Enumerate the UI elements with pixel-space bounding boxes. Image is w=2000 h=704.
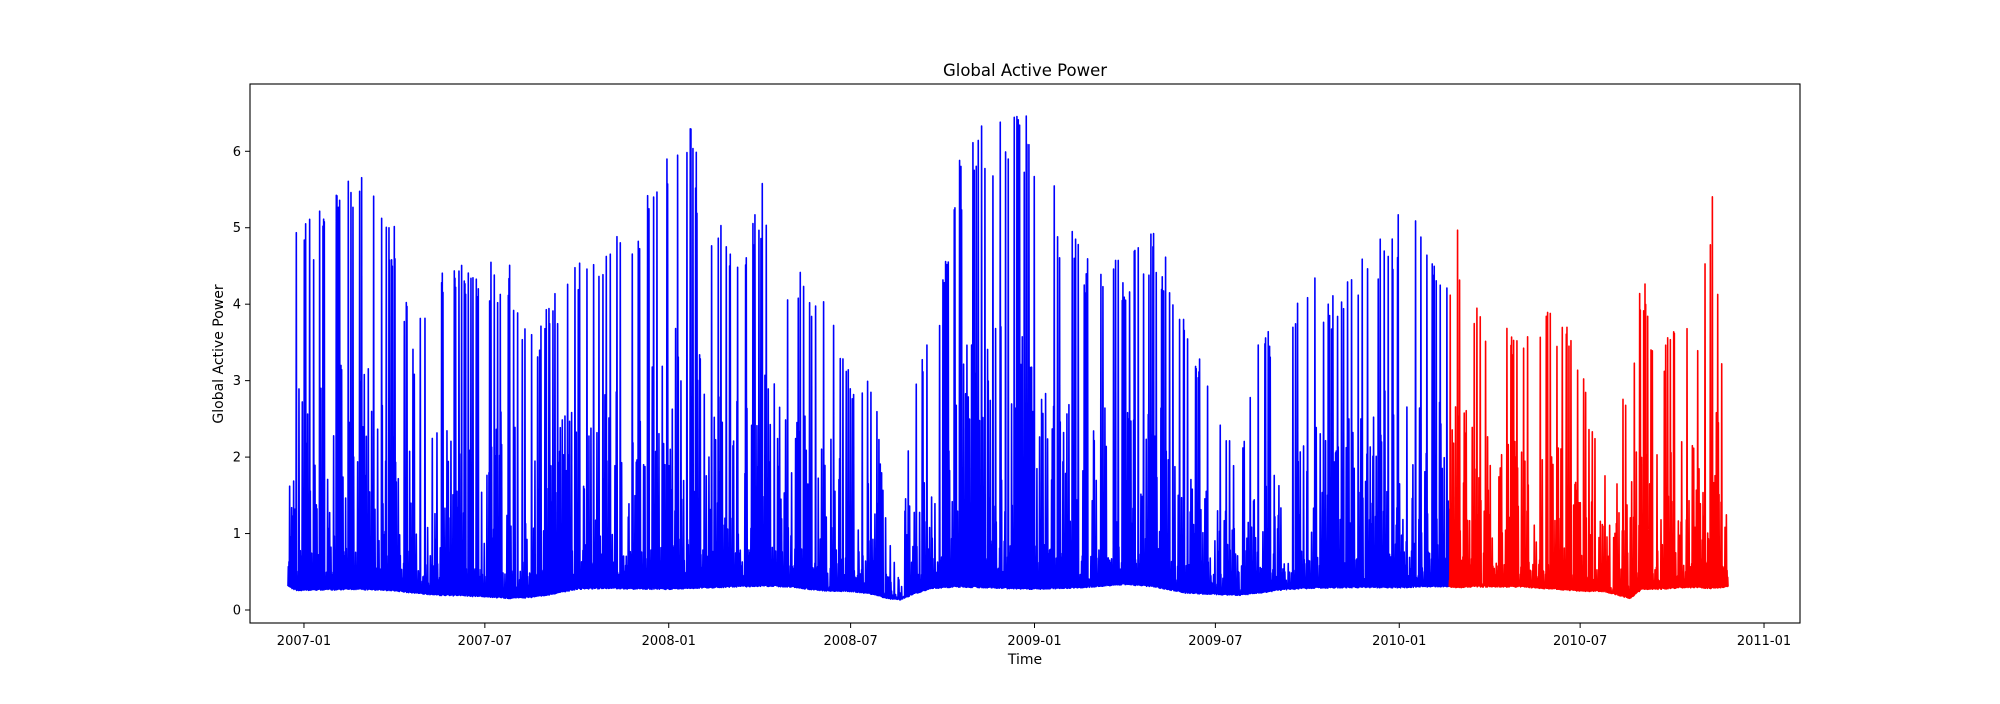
x-tick-label: 2007-07 — [458, 634, 512, 649]
y-tick-label: 6 — [233, 145, 241, 160]
x-tick-label: 2008-01 — [642, 634, 696, 649]
x-tick-label: 2007-01 — [277, 634, 331, 649]
y-tick-label: 3 — [233, 374, 241, 389]
x-axis-label: Time — [1007, 652, 1042, 668]
x-tick-label: 2008-07 — [823, 634, 877, 649]
y-axis-ticks: 0 1 2 3 4 5 6 — [233, 145, 250, 619]
series-1-line — [1448, 196, 1729, 600]
y-axis-label: Global Active Power — [211, 284, 227, 423]
x-tick-label: 2010-07 — [1553, 634, 1607, 649]
y-tick-label: 2 — [233, 451, 241, 466]
series-layer — [287, 115, 1729, 601]
y-tick-label: 5 — [233, 221, 241, 236]
y-tick-label: 0 — [233, 604, 241, 619]
y-tick-label: 4 — [233, 298, 241, 313]
x-tick-label: 2010-01 — [1372, 634, 1426, 649]
series-0-line — [287, 115, 1451, 601]
x-tick-label: 2009-01 — [1007, 634, 1061, 649]
chart-title: Global Active Power — [943, 61, 1107, 80]
plot-area-frame — [249, 83, 1801, 624]
x-tick-label: 2009-07 — [1188, 634, 1242, 649]
x-tick-label: 2011-01 — [1737, 634, 1791, 649]
x-axis-ticks: 2007-01 2007-07 2008-01 2008-07 2009-01 2009-… — [277, 623, 1791, 649]
y-tick-label: 1 — [233, 527, 241, 542]
